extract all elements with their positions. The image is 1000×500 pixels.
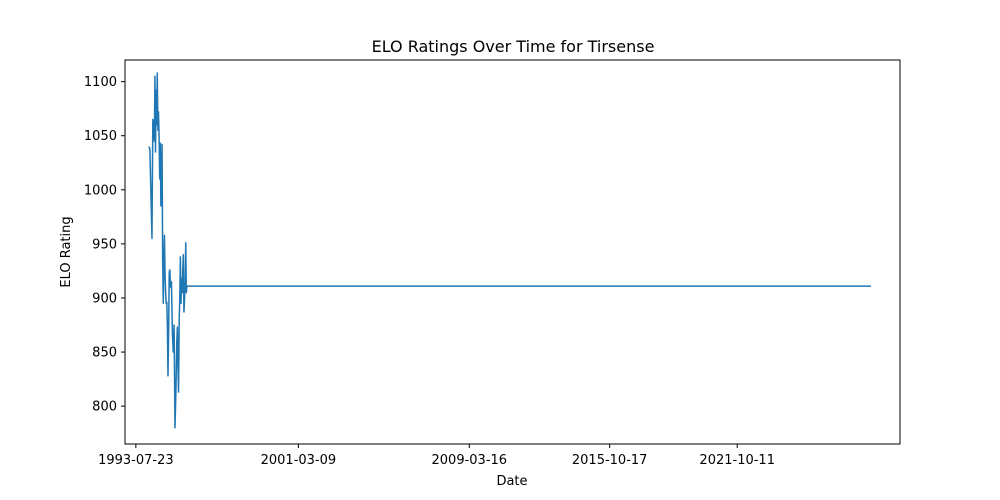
x-tick-label: 1993-07-23 — [98, 453, 174, 468]
y-tick-label: 800 — [92, 400, 117, 415]
y-tick-label: 1100 — [84, 75, 117, 90]
series-line-tirsense — [148, 72, 871, 429]
x-tick-label: 2009-03-16 — [432, 453, 508, 468]
x-axis: 1993-07-23 2001-03-09 2009-03-16 2015-10-17… — [98, 444, 775, 468]
plot-frame — [124, 59, 901, 445]
y-axis: 800 850 900 950 1000 1050 1100 — [84, 75, 125, 415]
y-tick-label: 1050 — [84, 129, 117, 144]
plot-area — [124, 59, 901, 445]
x-axis-label: Date — [496, 474, 527, 489]
y-axis-label: ELO Rating — [59, 216, 74, 287]
x-tick-label: 2021-10-11 — [699, 453, 775, 468]
chart-title: ELO Ratings Over Time for Tirsense — [372, 37, 655, 56]
y-tick-label: 950 — [92, 237, 117, 252]
y-tick-label: 850 — [92, 346, 117, 361]
x-tick-label: 2015-10-17 — [572, 453, 648, 468]
y-tick-label: 1000 — [84, 183, 117, 198]
x-tick-label: 2001-03-09 — [261, 453, 337, 468]
y-tick-label: 900 — [92, 291, 117, 306]
